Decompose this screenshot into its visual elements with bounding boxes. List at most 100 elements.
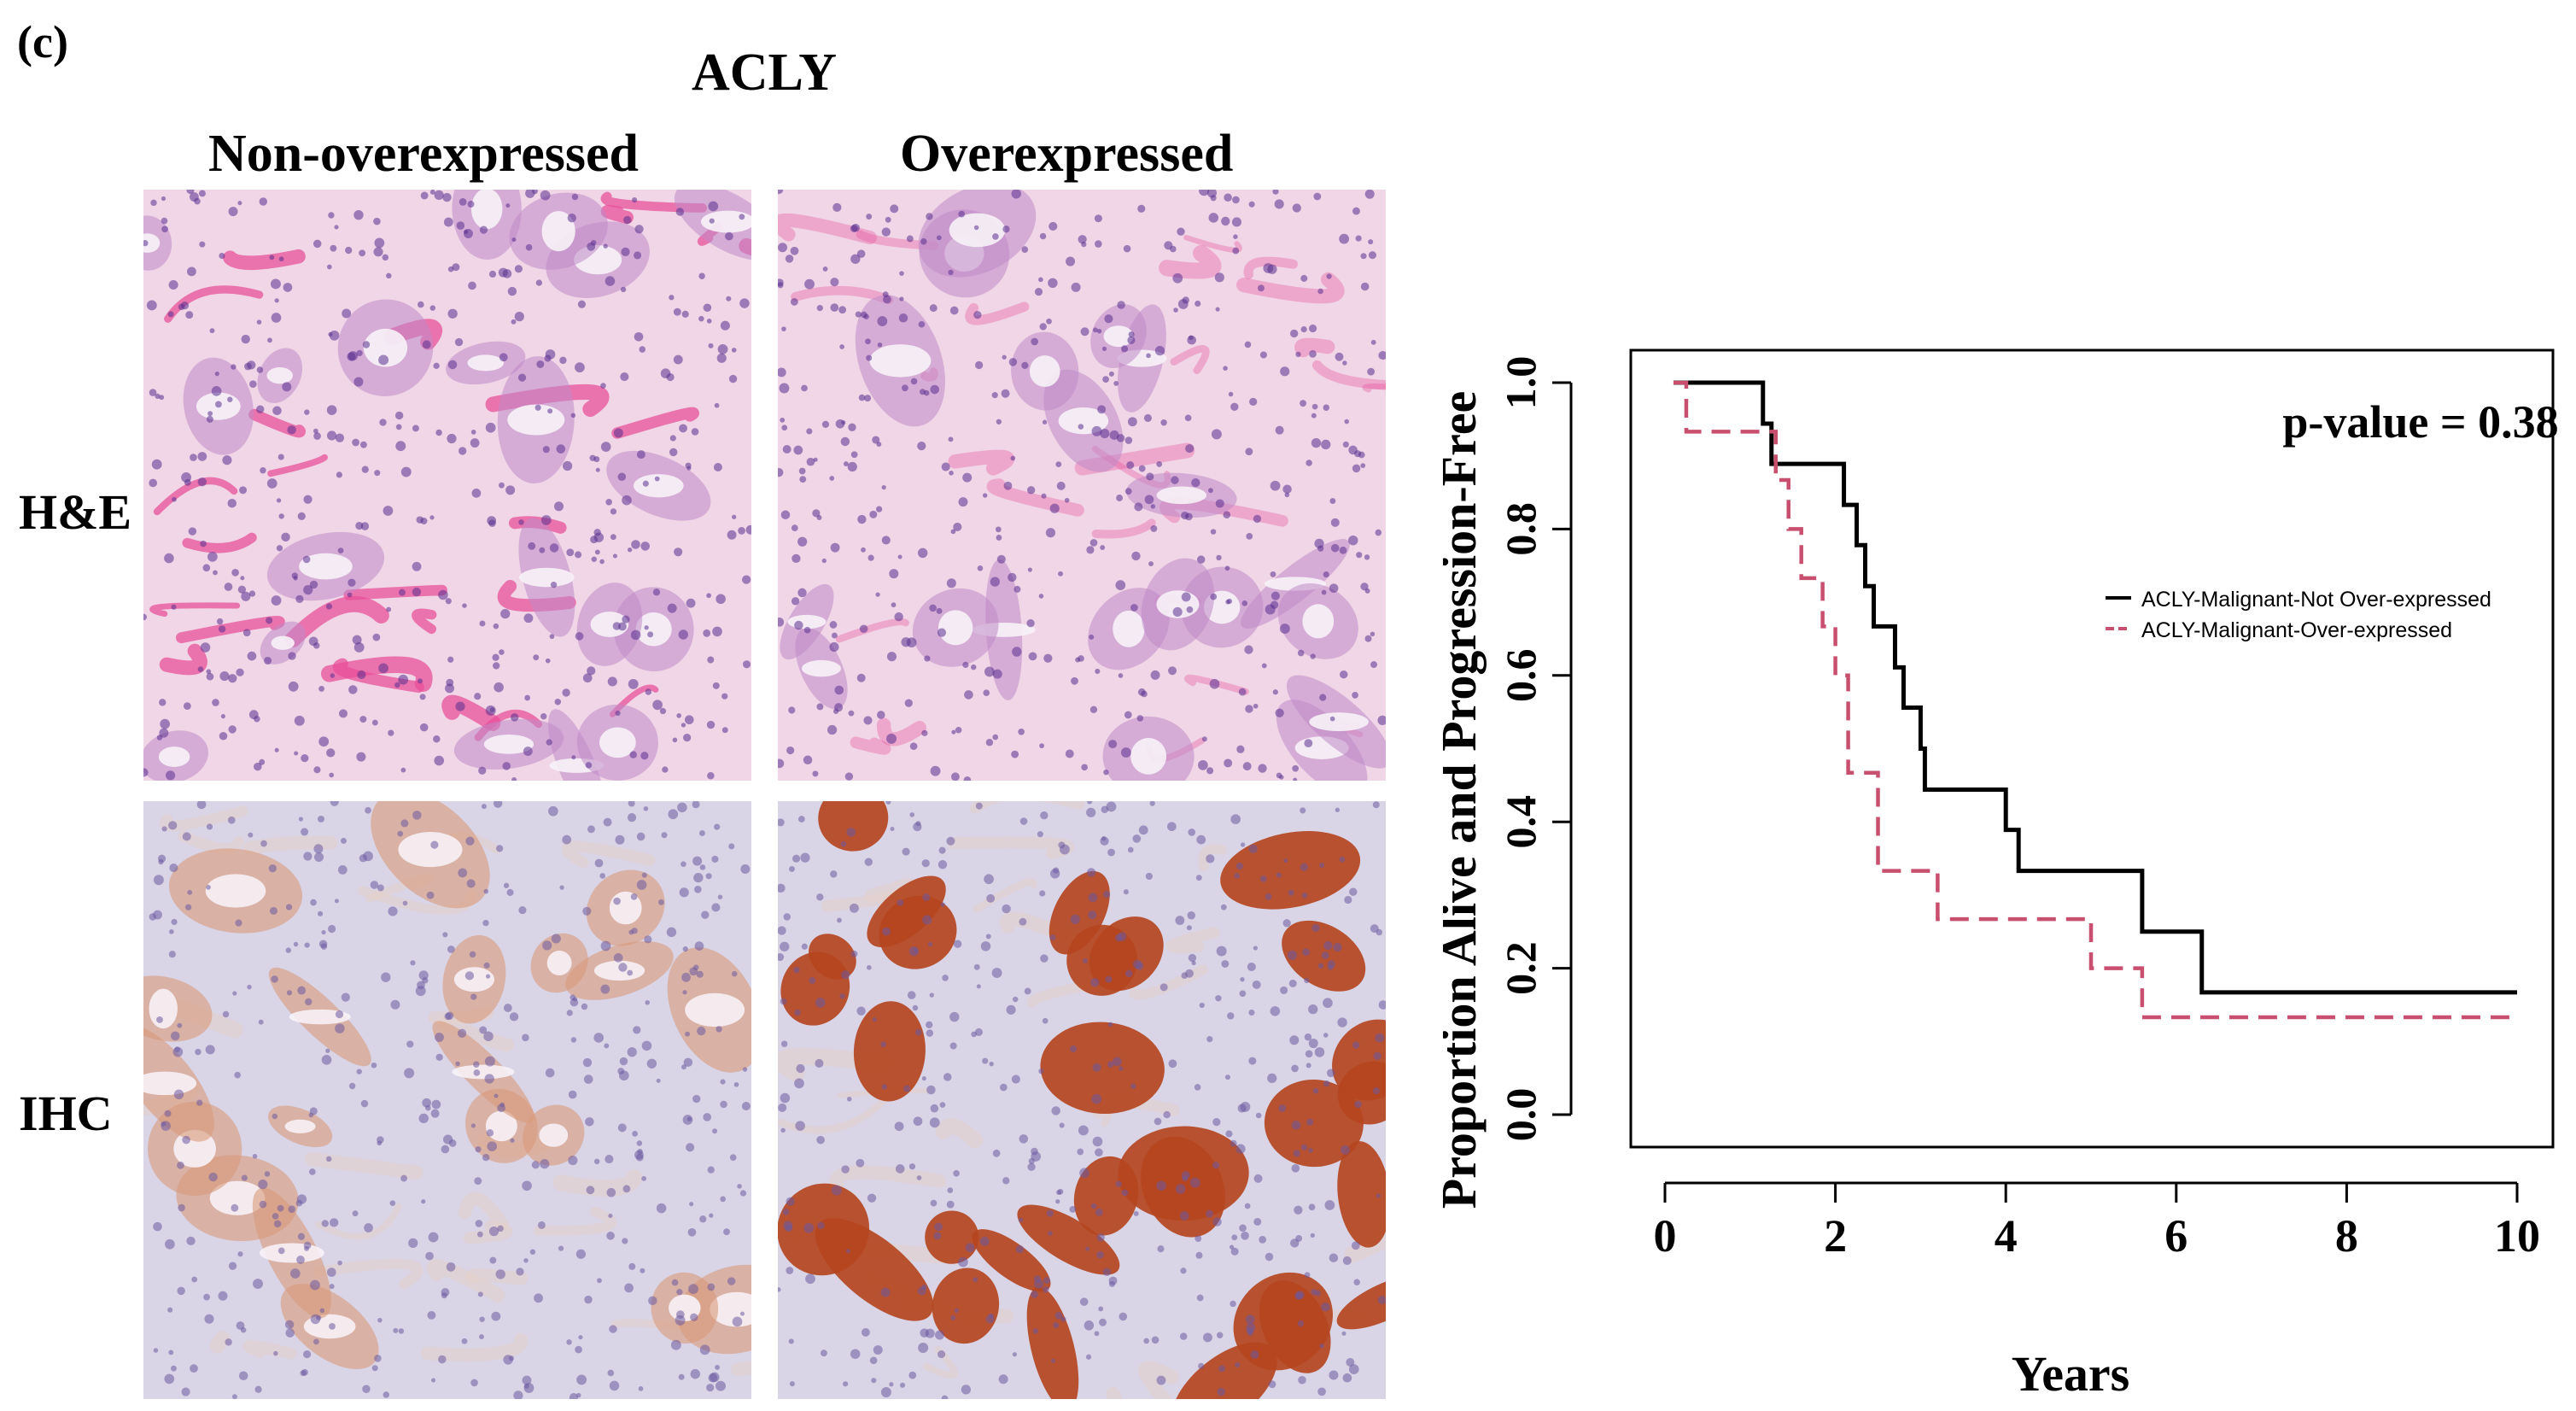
nucleus: [791, 554, 800, 563]
nucleus: [1125, 436, 1133, 444]
nucleus: [164, 553, 174, 564]
nucleus: [780, 942, 789, 951]
nucleus: [930, 992, 934, 997]
nucleus: [482, 920, 488, 926]
nucleus: [786, 746, 794, 754]
nucleus: [483, 1032, 494, 1042]
nucleus: [1360, 463, 1365, 468]
nucleus: [149, 389, 157, 396]
nucleus: [492, 654, 499, 661]
nucleus: [1048, 278, 1057, 288]
nucleus: [1302, 948, 1310, 956]
nucleus: [540, 190, 551, 201]
nucleus: [1240, 977, 1244, 981]
nucleus: [697, 1027, 705, 1035]
nucleus: [496, 845, 503, 852]
he-overexpressed-tissue: [778, 190, 1386, 781]
nucleus: [547, 408, 552, 413]
row-header-he: H&E: [19, 483, 131, 541]
nucleus: [232, 991, 237, 995]
nucleus: [1004, 482, 1013, 490]
nucleus: [1331, 544, 1340, 553]
nucleus: [1187, 925, 1192, 930]
nucleus: [442, 193, 451, 202]
nucleus: [983, 689, 990, 696]
nucleus: [1280, 987, 1288, 994]
nucleus: [606, 1232, 615, 1240]
stroma-fiber: [230, 256, 298, 262]
nucleus: [597, 1278, 602, 1283]
nucleus: [1170, 246, 1177, 253]
nucleus: [171, 1366, 177, 1372]
nucleus: [186, 1237, 195, 1245]
gland-lumen: [159, 746, 190, 767]
nucleus: [1050, 869, 1060, 878]
nucleus: [622, 1185, 630, 1192]
nucleus: [555, 699, 561, 705]
nucleus: [691, 1369, 700, 1379]
nucleus: [789, 1338, 794, 1344]
nucleus: [478, 1291, 483, 1297]
nucleus: [876, 442, 881, 447]
nucleus: [623, 216, 631, 224]
nucleus: [1323, 1033, 1328, 1037]
nucleus: [1200, 1003, 1205, 1008]
nucleus: [694, 886, 702, 893]
nucleus: [1217, 1332, 1224, 1338]
nucleus: [791, 524, 798, 531]
nucleus: [931, 1200, 938, 1207]
nucleus: [857, 674, 866, 682]
nucleus: [1113, 381, 1119, 386]
nucleus: [435, 190, 444, 200]
nucleus: [1152, 1336, 1159, 1344]
nucleus: [1050, 504, 1060, 513]
nucleus: [815, 998, 826, 1008]
nucleus: [575, 362, 585, 372]
nucleus: [294, 942, 298, 946]
nucleus: [372, 1365, 378, 1371]
nucleus: [688, 1284, 698, 1294]
nucleus: [575, 551, 581, 558]
nucleus: [336, 433, 344, 442]
nucleus: [156, 1016, 163, 1023]
nucleus: [791, 298, 798, 306]
nucleus: [790, 1381, 795, 1386]
nucleus: [394, 682, 400, 688]
nucleus: [356, 350, 362, 356]
nucleus: [667, 373, 675, 381]
nucleus: [601, 442, 611, 452]
nucleus: [908, 991, 916, 999]
nucleus: [1241, 1232, 1249, 1240]
nucleus: [304, 1246, 309, 1251]
nucleus: [410, 960, 415, 965]
nucleus: [430, 841, 438, 849]
nucleus: [318, 911, 323, 916]
nucleus: [692, 1095, 700, 1103]
nucleus: [169, 929, 174, 934]
nucleus: [237, 201, 242, 205]
nucleus: [1267, 1074, 1276, 1083]
gland-lumen: [1030, 355, 1060, 387]
nucleus: [621, 287, 626, 292]
nucleus: [198, 666, 204, 672]
nucleus: [470, 951, 476, 957]
nucleus: [1260, 875, 1267, 882]
nucleus: [1106, 976, 1113, 983]
nucleus: [535, 405, 541, 411]
nucleus: [1300, 275, 1307, 282]
nucleus: [260, 197, 267, 205]
nucleus: [708, 202, 718, 212]
nucleus: [1232, 248, 1239, 255]
nucleus: [1196, 875, 1202, 881]
nucleus: [877, 316, 887, 326]
nucleus: [301, 828, 308, 835]
nucleus: [642, 1041, 652, 1051]
nucleus: [1236, 746, 1244, 753]
nucleus: [431, 1379, 435, 1383]
nucleus: [1323, 1080, 1329, 1086]
nucleus: [482, 804, 487, 809]
nucleus: [1107, 849, 1115, 857]
nucleus: [1300, 400, 1306, 407]
nucleus: [326, 1156, 332, 1162]
nucleus: [1232, 217, 1241, 226]
